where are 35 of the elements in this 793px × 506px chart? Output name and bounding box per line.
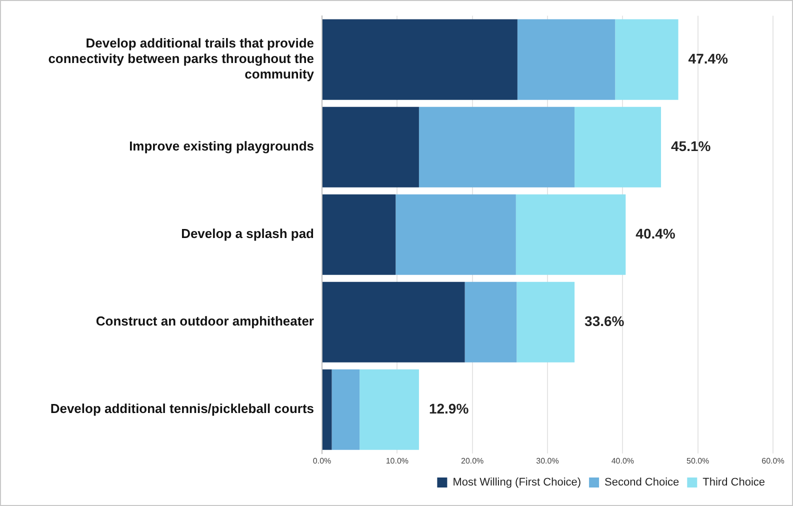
bar: [332, 369, 360, 450]
bar: [322, 106, 419, 188]
y-tick-label: Develop additional trails that provide connectivity between parks throughout the community: [48, 36, 315, 82]
total-label: 45.1%: [671, 138, 712, 154]
bar: [574, 106, 661, 188]
y-tick-label: Improve existing playgrounds: [129, 138, 314, 154]
y-tick-label: Develop a splash pad: [181, 226, 314, 242]
bar: [322, 19, 518, 100]
x-tick-label: 20.0%: [460, 456, 484, 466]
legend-label: Third Choice: [702, 476, 765, 489]
bar: [516, 194, 626, 275]
x-tick-label: 0.0%: [312, 456, 332, 466]
bar: [322, 194, 396, 275]
legend-label: Second Choice: [604, 476, 680, 489]
bar: [360, 369, 419, 450]
bar: [516, 282, 575, 362]
total-label: 33.6%: [584, 312, 625, 329]
bar: [418, 106, 575, 188]
x-tick-label: 50.0%: [686, 456, 710, 466]
total-label: 40.4%: [636, 225, 676, 242]
x-tick-label: 40.0%: [611, 456, 634, 466]
bar: [464, 282, 517, 362]
x-tick-label: 30.0%: [536, 456, 559, 466]
y-tick-label: Construct an outdoor amphitheater: [96, 314, 314, 329]
bar: [322, 282, 465, 362]
legend-label: Most Willing (First Choice): [452, 476, 582, 489]
x-tick-label: 60.0%: [762, 456, 784, 466]
x-tick-label: 10.0%: [386, 456, 409, 466]
bar: [517, 19, 616, 100]
total-label: 12.9%: [428, 400, 470, 416]
total-label: 47.4%: [688, 50, 729, 66]
bar: [615, 19, 678, 100]
bar: [322, 369, 332, 450]
y-tick-label: Develop additional tennis/pickleball courts: [50, 401, 314, 416]
bar: [396, 194, 516, 275]
